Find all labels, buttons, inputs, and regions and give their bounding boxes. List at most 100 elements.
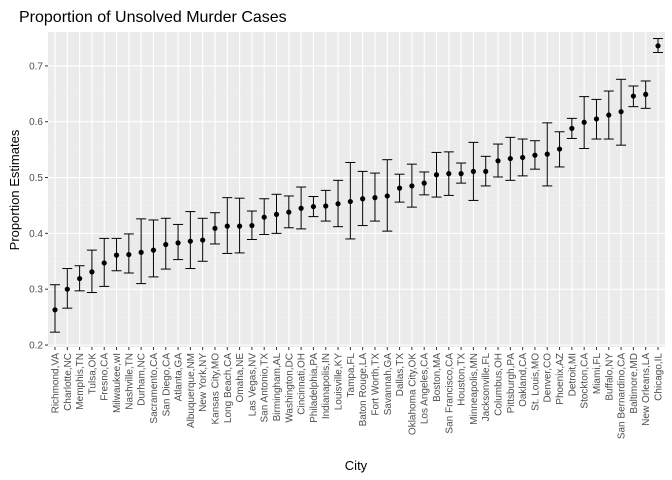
x-tick-label: Memphis,TN	[75, 353, 86, 410]
y-tick-label: 0.2	[29, 341, 43, 352]
data-point	[581, 119, 587, 125]
x-tick-label: Tampa,FL	[346, 353, 357, 398]
x-tick-label: Tulsa,OK	[87, 353, 98, 395]
data-point	[360, 196, 366, 202]
x-tick-label: New York,NY	[198, 353, 209, 412]
x-tick-label: Atlanta,GA	[174, 353, 185, 402]
data-point	[384, 193, 390, 199]
data-point	[175, 240, 181, 246]
x-tick-label: Las Vegas,NV	[247, 353, 258, 417]
data-point	[126, 251, 132, 258]
x-tick-label: Miami,FL	[592, 353, 603, 395]
x-tick-label: Nashville,TN	[124, 353, 135, 410]
data-point	[630, 93, 636, 99]
data-point	[483, 168, 489, 175]
x-axis: Richmond,VA Charlotte,NC Memphis,TN Tulsa,O…	[51, 347, 665, 439]
x-tick-label: Columbus,OH	[494, 353, 505, 416]
data-point	[138, 249, 144, 255]
x-tick-label: Jacksonville,FL	[481, 353, 492, 422]
x-tick-label: Oklahoma City,OK	[407, 353, 418, 435]
data-point	[507, 155, 513, 162]
x-tick-label: Philadelphia,PA	[309, 353, 320, 423]
x-tick-label: Los Angeles,CA	[420, 353, 431, 424]
x-tick-label: Cincinnati,OH	[297, 353, 308, 415]
data-point	[101, 260, 107, 266]
x-tick-label: Fort Worth,TX	[370, 353, 381, 416]
x-tick-label: Long Beach,CA	[223, 353, 234, 423]
data-point	[261, 214, 267, 220]
x-tick-label: San Antonio,TX	[260, 353, 271, 423]
x-tick-label: Phoenix,AZ	[555, 353, 566, 405]
x-tick-label: New Orleans,LA	[641, 353, 652, 426]
data-point	[347, 198, 353, 205]
x-tick-label: Baton Rouge,LA	[358, 353, 369, 427]
x-tick-label: Minneapolis,MN	[469, 353, 480, 425]
x-tick-label: Milwaukee,wI	[112, 353, 123, 413]
data-point	[77, 275, 83, 282]
data-point	[606, 112, 612, 118]
data-point	[532, 152, 538, 158]
data-point	[150, 247, 157, 253]
x-tick-label: Chicago,IL	[654, 353, 665, 401]
data-point	[458, 171, 464, 177]
grid	[48, 32, 665, 347]
x-tick-label: Pittsburgh,PA	[506, 353, 517, 414]
data-point	[433, 172, 440, 178]
x-tick-label: Stockton,CA	[580, 353, 591, 409]
data-point	[520, 154, 526, 161]
x-tick-label: Sacramento,CA	[149, 353, 160, 424]
x-tick-label: Charlotte,NC	[63, 353, 74, 411]
data-point	[569, 125, 575, 132]
data-point	[249, 222, 255, 229]
data-point	[655, 43, 661, 49]
y-tick-label: 0.3	[29, 285, 43, 296]
y-axis: 0.2 0.3 0.4 0.5 0.6 0.7	[29, 61, 48, 352]
data-point	[396, 185, 403, 191]
data-point	[89, 269, 95, 275]
data-point	[470, 168, 477, 175]
y-tick-label: 0.5	[29, 173, 43, 184]
x-tick-label: St. Louis,MO	[530, 353, 541, 411]
data-point	[200, 237, 206, 243]
x-tick-label: Omaha,NE	[235, 353, 246, 403]
data-point	[163, 241, 169, 248]
x-tick-label: Dallas,TX	[395, 353, 406, 397]
data-point	[409, 183, 415, 189]
x-tick-label: Indianapolis,IN	[321, 353, 332, 419]
y-tick-label: 0.4	[29, 229, 43, 240]
x-tick-label: San Francisco,CA	[444, 353, 455, 434]
x-tick-label: Birmingham,AL	[272, 353, 283, 422]
x-tick-label: Kansas City,MO	[210, 353, 221, 425]
chart-title: Proportion of Unsolved Murder Cases	[19, 9, 287, 26]
x-tick-label: Detroit,MI	[567, 353, 578, 396]
data-point	[335, 201, 341, 207]
x-tick-label: Albuquerque,NM	[186, 353, 197, 428]
data-point	[286, 209, 292, 215]
plot-panel	[48, 32, 665, 347]
x-tick-label: Boston,MA	[432, 353, 443, 402]
x-tick-label: Houston,TX	[457, 353, 468, 406]
x-tick-label: Louisville,KY	[334, 353, 345, 411]
data-point	[298, 205, 304, 211]
data-point	[643, 91, 649, 97]
data-point	[323, 203, 329, 209]
data-point	[212, 225, 218, 231]
data-point	[310, 203, 317, 210]
y-axis-title: Proportion Estimates	[7, 129, 22, 250]
x-tick-label: San Bernardino,CA	[617, 353, 628, 439]
data-point	[224, 223, 230, 229]
x-tick-label: Durham,NC	[137, 353, 148, 406]
data-marks	[50, 38, 663, 333]
x-tick-label: San Diego,CA	[161, 353, 172, 417]
data-point	[236, 223, 243, 229]
data-point	[64, 286, 70, 292]
data-point	[446, 171, 452, 177]
x-tick-label: Baltimore,MD	[629, 353, 640, 414]
y-tick-label: 0.6	[29, 117, 43, 128]
data-point	[618, 109, 624, 115]
data-point	[544, 151, 550, 157]
x-tick-label: Fresno,CA	[100, 353, 111, 401]
x-tick-label: Richmond,VA	[51, 353, 62, 414]
data-point	[421, 180, 427, 186]
